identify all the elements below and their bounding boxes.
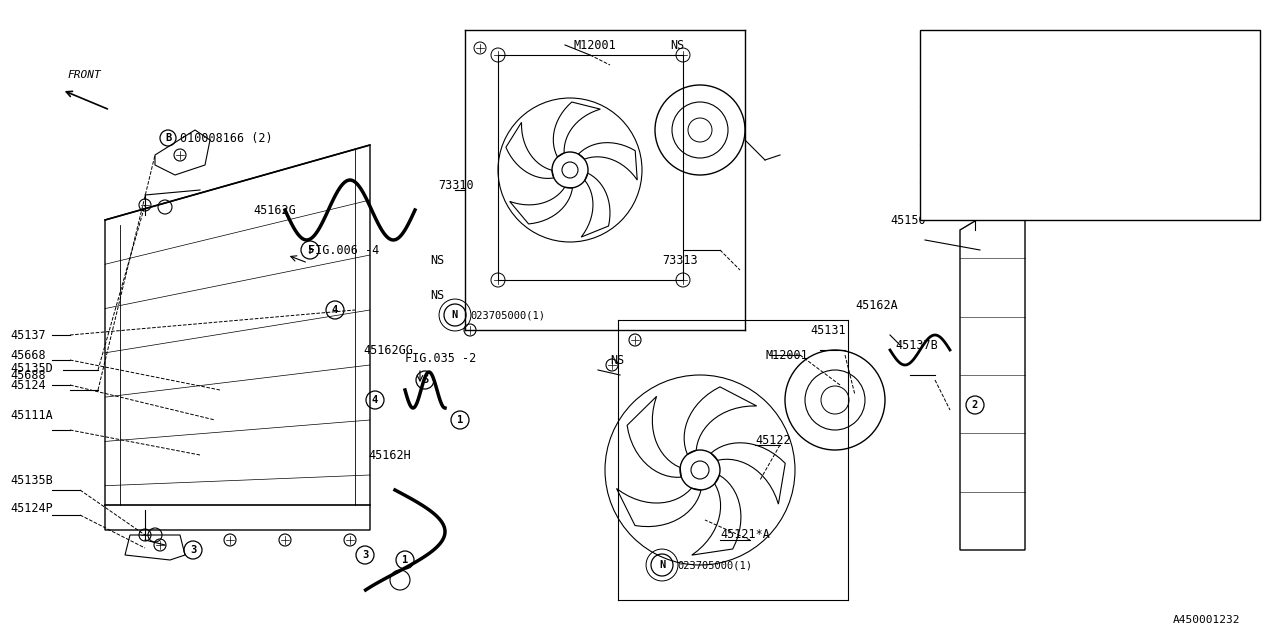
Text: 45137: 45137: [10, 328, 46, 342]
Text: B: B: [165, 133, 172, 143]
Text: 5: 5: [307, 245, 314, 255]
Text: 3: 3: [189, 545, 196, 555]
Text: 45122: 45122: [755, 433, 791, 447]
Bar: [920, 30, 1260, 220]
Text: 45121*A: 45121*A: [719, 529, 769, 541]
Text: NS: NS: [669, 38, 685, 51]
Text: C: C: [982, 44, 988, 54]
Text: 45131: 45131: [810, 323, 846, 337]
Text: NS: NS: [430, 253, 444, 266]
Text: 45124P: 45124P: [10, 502, 52, 515]
Text: B: B: [982, 82, 988, 92]
Text: 023705000(1): 023705000(1): [677, 560, 753, 570]
Text: A450001232: A450001232: [1172, 615, 1240, 625]
Text: 45150: 45150: [890, 214, 925, 227]
Text: 45668: 45668: [10, 349, 46, 362]
Text: B: B: [982, 120, 988, 130]
Text: 45137B: 45137B: [895, 339, 938, 351]
Text: N: N: [452, 310, 458, 320]
Text: 023705000(1): 023705000(1): [470, 310, 545, 320]
Text: 010006160(2): 010006160(2): [998, 81, 1084, 93]
Text: 5: 5: [940, 196, 946, 206]
Text: 45124: 45124: [10, 378, 46, 392]
Text: 091748004(2): 091748004(2): [998, 42, 1084, 56]
Text: 1: 1: [457, 415, 463, 425]
Text: 45111A: 45111A: [10, 408, 52, 422]
Text: FIG.035 -2: FIG.035 -2: [404, 351, 476, 365]
Text: 5: 5: [422, 375, 428, 385]
Text: 047406120 (6): 047406120 (6): [998, 118, 1092, 131]
Text: 1: 1: [402, 555, 408, 565]
Text: 45162G: 45162G: [253, 204, 296, 216]
Text: NS: NS: [611, 353, 625, 367]
Text: N: N: [659, 560, 666, 570]
Text: 45162H: 45162H: [369, 449, 411, 461]
Text: M12001: M12001: [765, 349, 808, 362]
Text: NS: NS: [430, 289, 444, 301]
Text: M12001: M12001: [573, 38, 616, 51]
Text: 010008166 (2): 010008166 (2): [180, 131, 273, 145]
Text: 1: 1: [940, 44, 946, 54]
Text: 4: 4: [372, 395, 378, 405]
Text: 45135B: 45135B: [10, 474, 52, 486]
Text: 4: 4: [332, 305, 338, 315]
Text: 45135D: 45135D: [10, 362, 52, 374]
Text: FIG.006 -4: FIG.006 -4: [308, 243, 379, 257]
Text: 45162GG: 45162GG: [364, 344, 413, 356]
Text: 186023: 186023: [998, 195, 1042, 207]
Text: 4: 4: [940, 158, 946, 168]
Text: 73310: 73310: [438, 179, 474, 191]
Text: 73313: 73313: [662, 253, 698, 266]
Text: C: C: [982, 158, 988, 168]
Text: 3: 3: [940, 120, 946, 130]
Text: 45162A: 45162A: [855, 298, 897, 312]
Text: FRONT: FRONT: [68, 70, 101, 80]
Text: 2: 2: [940, 82, 946, 92]
Text: 091738010 (2): 091738010 (2): [998, 157, 1092, 170]
Text: 2: 2: [972, 400, 978, 410]
Text: W: W: [982, 196, 988, 206]
Text: 3: 3: [362, 550, 369, 560]
Text: 45688: 45688: [10, 369, 46, 381]
